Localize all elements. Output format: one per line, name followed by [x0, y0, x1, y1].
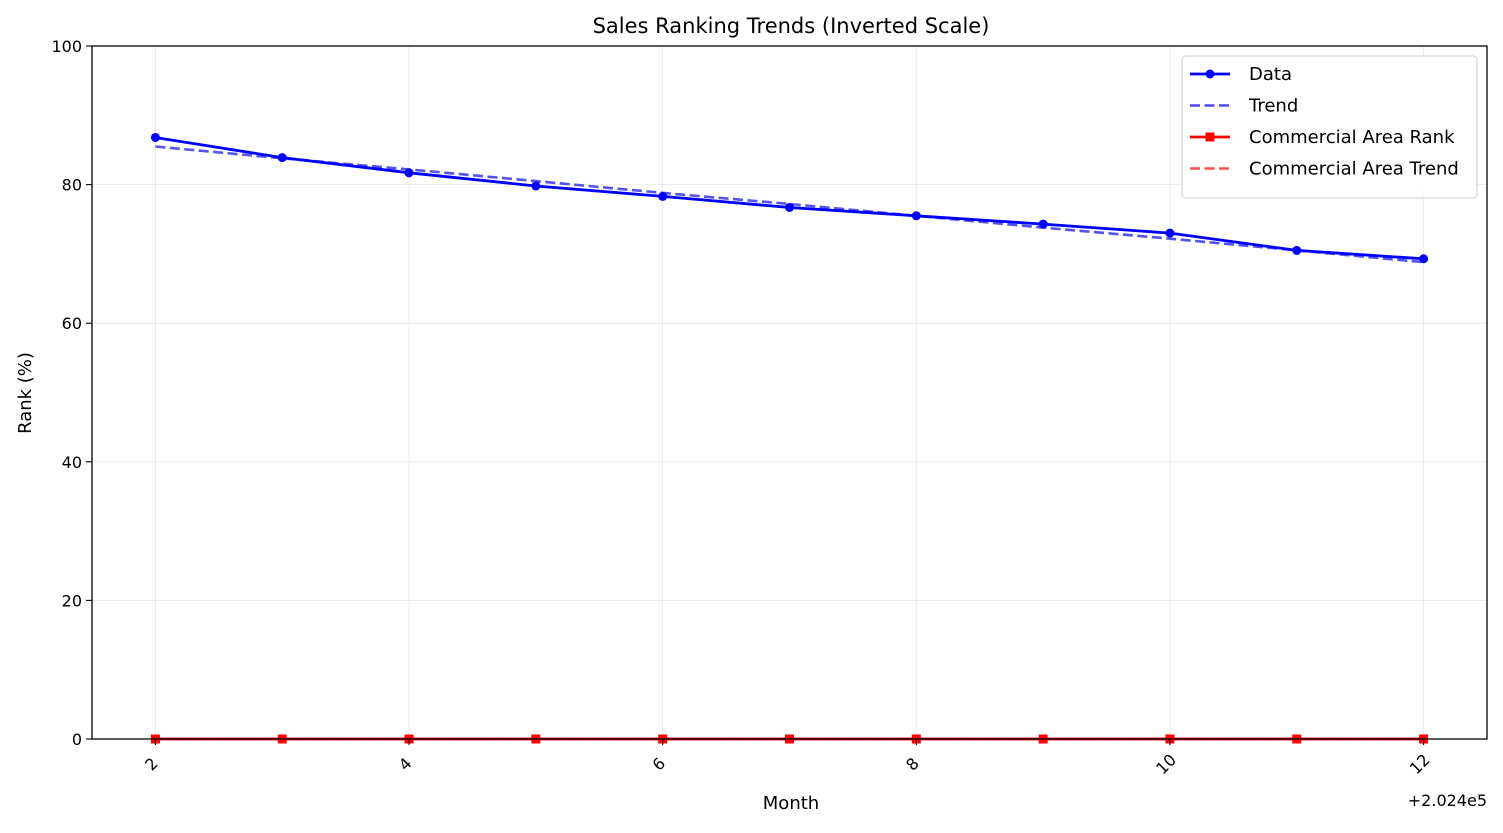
data-point-data	[1165, 228, 1175, 238]
x-tick-label: 4	[395, 754, 416, 775]
x-tick-label: 6	[648, 754, 669, 775]
x-tick-label: 10	[1152, 750, 1180, 778]
chart-title: Sales Ranking Trends (Inverted Scale)	[593, 14, 990, 38]
x-tick-label: 2	[141, 754, 162, 775]
legend-marker-commercial-area-rank	[1205, 132, 1215, 142]
legend-label-commercial-area-rank: Commercial Area Rank	[1249, 127, 1455, 148]
data-point-data	[911, 211, 921, 221]
series-line-trend	[155, 145, 1424, 264]
series-layer	[150, 132, 1429, 744]
x-tick-label: 8	[902, 754, 923, 775]
data-point-data	[1292, 245, 1302, 255]
data-point-data	[531, 181, 541, 191]
y-tick-label: 20	[62, 591, 82, 610]
x-axis-label: Month	[763, 793, 819, 814]
legend-label-data: Data	[1249, 64, 1292, 85]
y-tick-label: 80	[62, 176, 82, 195]
legend-marker-data	[1205, 69, 1215, 79]
data-point-data	[785, 202, 794, 212]
plot-frame	[91, 45, 1488, 740]
data-point-data	[150, 132, 160, 142]
data-point-data	[277, 153, 287, 163]
data-point-data	[658, 191, 668, 201]
data-point-data	[404, 168, 414, 178]
y-axis-label: Rank (%)	[15, 352, 36, 434]
x-axis-offset-label: +2.024e5	[1408, 791, 1487, 810]
data-point-data	[1038, 219, 1048, 229]
legend-label-commercial-area-trend: Commercial Area Trend	[1249, 159, 1459, 180]
legend-label-trend: Trend	[1248, 96, 1298, 117]
x-tick-label: 12	[1406, 750, 1434, 778]
y-tick-label: 60	[62, 314, 82, 333]
data-point-data	[1419, 254, 1429, 264]
y-tick-label: 0	[72, 730, 82, 749]
legend: Data Trend Commercial Area Rank Commercial …	[1181, 55, 1478, 199]
y-tick-label: 100	[51, 37, 82, 56]
legend-box	[1181, 55, 1478, 199]
y-tick-label: 40	[62, 453, 82, 472]
